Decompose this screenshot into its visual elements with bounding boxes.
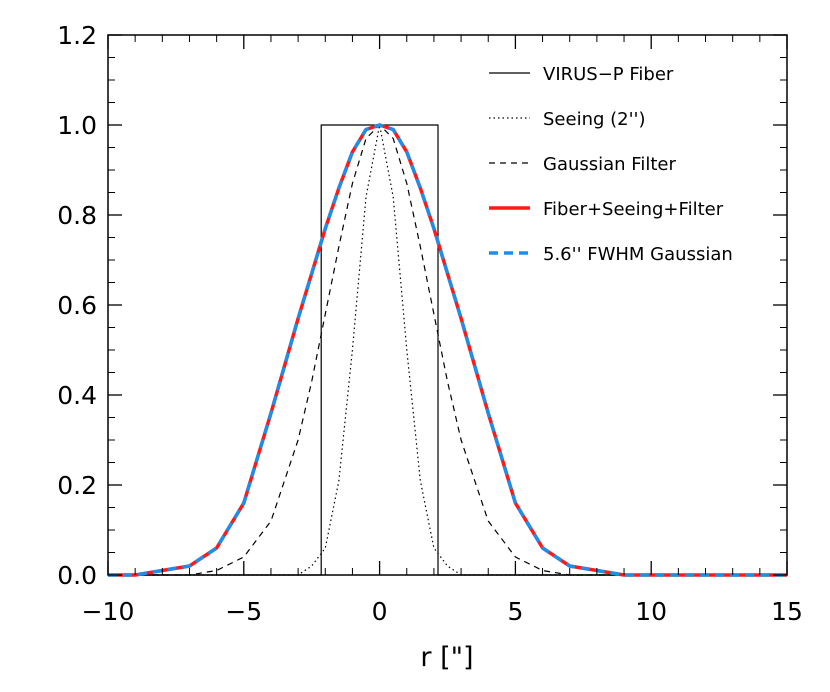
series-line-3 — [108, 123, 787, 577]
x-tick-label: 0 — [372, 597, 388, 626]
x-tick-label: 5 — [507, 597, 523, 626]
y-tick-label: 1.2 — [57, 21, 97, 50]
x-axis-title: r ["] — [420, 642, 473, 673]
series-line-2 — [108, 124, 787, 576]
legend-label: Fiber+Seeing+Filter — [543, 199, 724, 220]
series-line-0 — [108, 124, 787, 576]
y-tick-label: 0.2 — [57, 471, 97, 500]
y-tick-label: 1.0 — [57, 111, 97, 140]
legend-label: Gaussian Filter — [543, 154, 676, 175]
y-tick-label: 0.6 — [57, 291, 97, 320]
series-line-4 — [108, 123, 787, 577]
y-tick-label: 0.4 — [57, 381, 97, 410]
legend-label: VIRUS−P Fiber — [543, 64, 674, 85]
series-line-1 — [108, 124, 787, 576]
ticks-layer: −10 −5 0 5 10 15 0.0 0.2 0.4 0.6 0.8 1.0 1.2 — [57, 21, 803, 626]
x-tick-label: 15 — [771, 597, 803, 626]
plot-frame — [107, 34, 788, 576]
x-tick-label: −10 — [82, 597, 135, 626]
x-tick-label: 10 — [635, 597, 667, 626]
x-tick-label: −5 — [225, 597, 262, 626]
legend-label: Seeing (2'') — [543, 109, 646, 130]
legend-label: 5.6'' FWHM Gaussian — [543, 244, 733, 265]
y-tick-label: 0.8 — [57, 201, 97, 230]
legend: VIRUS−P Fiber Seeing (2'') Gaussian Filter… — [489, 64, 733, 265]
series-layer — [108, 123, 787, 577]
y-tick-label: 0.0 — [57, 561, 97, 590]
